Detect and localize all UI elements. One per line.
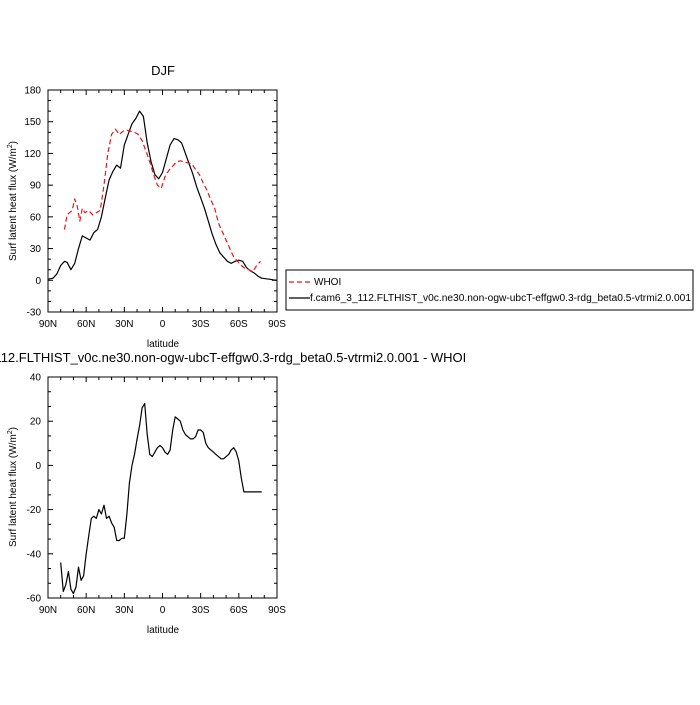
- top-y-axis-label-sup: 2: [7, 144, 14, 148]
- top-y-tick-label: 0: [35, 276, 41, 287]
- bottom-y-axis-label-sup: 2: [7, 430, 14, 434]
- top-y-tick-label: 30: [30, 244, 42, 255]
- top-y-axis-label-close: ): [8, 141, 19, 144]
- top-y-tick-label: -30: [27, 308, 42, 319]
- top-y-tick-label: 120: [24, 149, 41, 160]
- bottom-x-tick-label: 60N: [77, 605, 95, 616]
- bottom-x-tick-label: 0: [160, 605, 166, 616]
- bottom-y-axis-label-close: ): [8, 427, 19, 430]
- top-y-axis: -30 0 30 60 90 120 150 180: [24, 86, 277, 319]
- bottom-y-tick-label: 0: [35, 461, 41, 472]
- top-y-tick-label: 150: [24, 117, 41, 128]
- top-series-model-line: [47, 110, 278, 281]
- bottom-x-tick-label: 90S: [268, 605, 286, 616]
- bottom-y-tick-label: 40: [30, 373, 42, 384]
- top-y-tick-label: 60: [30, 212, 42, 223]
- top-x-tick-label: 30S: [192, 319, 210, 330]
- legend-box: [285, 269, 694, 311]
- bottom-x-tick-label: 60S: [230, 605, 248, 616]
- bottom-x-tick-label: 30N: [115, 605, 133, 616]
- top-y-axis-label: Surf latent heat flux (W/m2): [7, 141, 19, 261]
- top-x-tick-label: 90N: [39, 319, 57, 330]
- top-x-axis-label: latitude: [147, 339, 180, 350]
- legend: WHOI f.cam6_3_112.FLTHIST_v0c.ne30.non-o…: [285, 269, 694, 311]
- top-x-tick-label: 0: [160, 319, 166, 330]
- top-y-tick-label: 180: [24, 86, 41, 97]
- bottom-y-axis-label: Surf latent heat flux (W/m2): [7, 427, 19, 547]
- bottom-panel: f.cam6_3_112.FLTHIST_v0c.ne30.non-ogw-ub…: [0, 350, 466, 636]
- top-series-obs-line: [63, 128, 261, 273]
- top-y-tick-label: 90: [30, 181, 42, 192]
- bottom-x-axis-label: latitude: [147, 625, 180, 636]
- bottom-y-tick-label: -60: [27, 594, 42, 605]
- top-y-axis-label-main: Surf latent heat flux (W/m: [8, 148, 19, 261]
- top-x-axis: 90N 60N 30N 0 30S 60S 90S: [39, 90, 286, 330]
- top-series-group: [47, 110, 278, 281]
- top-x-tick-label: 60N: [77, 319, 95, 330]
- bottom-y-axis-label-main: Surf latent heat flux (W/m: [8, 434, 19, 547]
- bottom-x-axis: 90N 60N 30N 0 30S 60S 90S: [39, 377, 286, 616]
- top-x-tick-label: 30N: [115, 319, 133, 330]
- bottom-y-tick-label: 20: [30, 417, 42, 428]
- bottom-y-tick-label: -20: [27, 505, 42, 516]
- top-plot-frame: [47, 89, 278, 313]
- legend-label-model: f.cam6_3_112.FLTHIST_v0c.ne30.non-ogw-ub…: [310, 293, 691, 304]
- top-chart-title: DJF: [151, 63, 175, 78]
- top-x-tick-label: 60S: [230, 319, 248, 330]
- top-x-tick-label: 90S: [268, 319, 286, 330]
- bottom-x-tick-label: 30S: [192, 605, 210, 616]
- bottom-series-group: [60, 402, 262, 595]
- bottom-series-model-line: [60, 402, 262, 595]
- bottom-chart-title: f.cam6_3_112.FLTHIST_v0c.ne30.non-ogw-ub…: [0, 350, 466, 365]
- bottom-y-axis: -60 -40 -20 0 20 40: [27, 373, 277, 605]
- legend-label-obs: WHOI: [314, 277, 341, 288]
- bottom-x-tick-label: 90N: [39, 605, 57, 616]
- bottom-y-tick-label: -40: [27, 549, 42, 560]
- top-panel: DJF -30 0 30 60 90 120 150 180 90N 60N 30N 0 30S 60S…: [7, 63, 286, 350]
